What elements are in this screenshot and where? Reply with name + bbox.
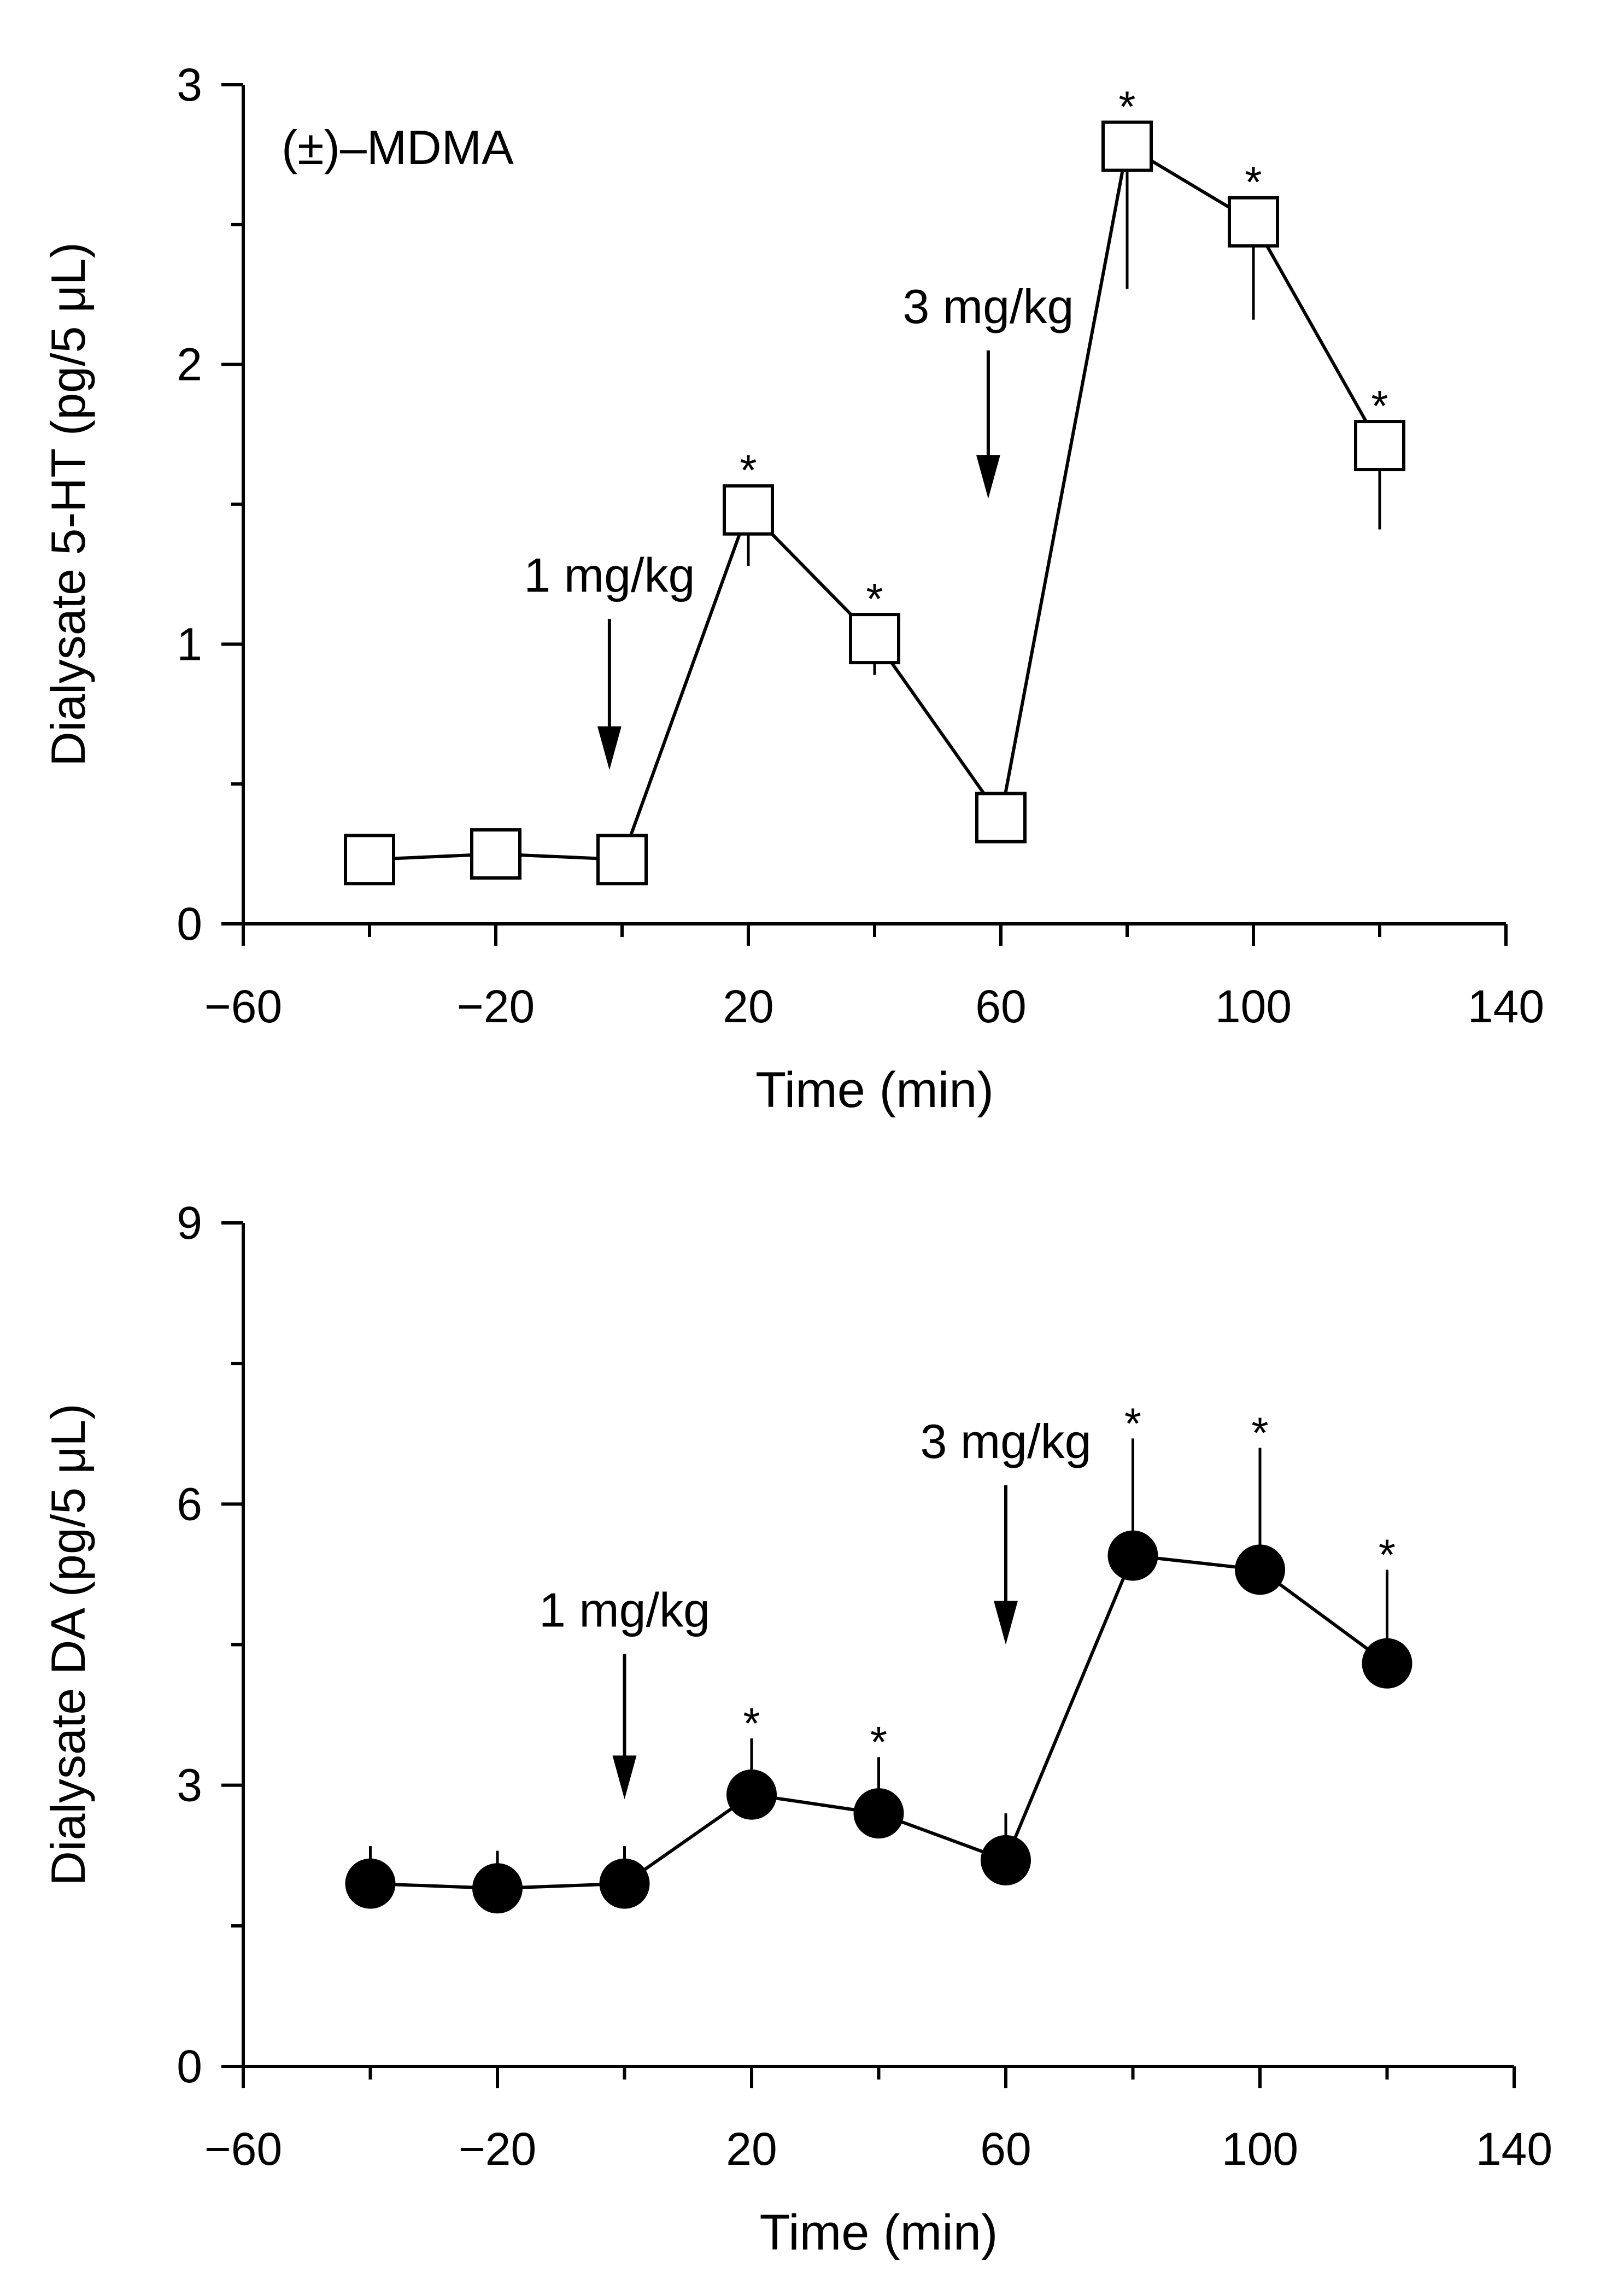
- x-tick-label: −60: [204, 2123, 283, 2175]
- dose-label: 1 mg/kg: [539, 1583, 710, 1637]
- dose-arrow-head: [976, 455, 1000, 499]
- x-axis-label: Time (min): [755, 1062, 994, 1118]
- data-point: [596, 834, 648, 886]
- significance-marker: *: [1251, 1408, 1268, 1457]
- x-tick-label: 20: [723, 981, 773, 1032]
- data-point: [723, 484, 774, 536]
- data-point: [599, 1858, 650, 1909]
- data-point: [1228, 196, 1279, 248]
- y-axis-label: Dialysate DA (pg/5 μL): [41, 1403, 95, 1885]
- y-tick-label: 2: [177, 339, 202, 390]
- data-point: [1354, 420, 1405, 472]
- significance-marker: *: [870, 1718, 887, 1766]
- dose-arrow-head: [597, 726, 622, 770]
- significance-marker: *: [1379, 1530, 1396, 1579]
- panel-5ht: 0 1 2 3 −60 −20 20 60 100 140 Time (min) Dialysate …: [41, 59, 1544, 1118]
- data-point: [472, 1863, 523, 1914]
- y-tick-label: 9: [177, 1197, 202, 1249]
- y-tick-label: 0: [177, 2041, 202, 2092]
- panel-annotation: (±)–MDMA: [282, 120, 514, 174]
- data-point: [1362, 1638, 1412, 1689]
- significance-marker: *: [1124, 1399, 1141, 1448]
- x-tick-label: 100: [1222, 2123, 1298, 2175]
- significance-marker: *: [743, 1699, 760, 1748]
- x-tick-label: 140: [1476, 2123, 1552, 2175]
- panel-da: 0 3 6 9 −60 −20 20 60 100 140 Time (min) Dialysate …: [41, 1197, 1552, 2260]
- data-point: [1101, 120, 1153, 172]
- dose-label: 3 mg/kg: [902, 279, 1074, 333]
- x-tick-label: −20: [457, 981, 535, 1032]
- data-point: [470, 828, 521, 880]
- dose-arrow-head: [612, 1755, 637, 1800]
- y-tick-label: 0: [177, 898, 202, 950]
- x-tick-label: 140: [1468, 981, 1544, 1032]
- x-tick-label: 20: [726, 2123, 777, 2175]
- y-tick-label: 3: [177, 59, 202, 110]
- x-tick-label: 60: [980, 2123, 1031, 2175]
- dose-arrow-head: [994, 1601, 1018, 1645]
- data-point: [853, 1788, 904, 1839]
- dose-label: 3 mg/kg: [920, 1414, 1091, 1468]
- data-point: [345, 1858, 396, 1909]
- data-point: [1235, 1544, 1285, 1595]
- x-axis-label: Time (min): [759, 2205, 998, 2260]
- data-point: [975, 792, 1027, 844]
- x-tick-label: −60: [204, 981, 283, 1032]
- y-tick-label: 6: [177, 1478, 202, 1530]
- x-tick-label: −20: [459, 2123, 537, 2175]
- x-tick-label: 100: [1215, 981, 1292, 1032]
- series-line: [369, 143, 1381, 862]
- data-point: [726, 1769, 777, 1820]
- data-point: [981, 1835, 1031, 1885]
- y-tick-label: 3: [177, 1760, 202, 1811]
- data-point: [344, 834, 395, 886]
- y-tick-label: 1: [177, 618, 202, 670]
- x-tick-label: 60: [975, 981, 1026, 1032]
- data-point: [849, 613, 900, 665]
- data-point: [1107, 1530, 1158, 1581]
- dose-label: 1 mg/kg: [524, 548, 695, 602]
- y-axis-label: Dialysate 5-HT (pg/5 μL): [41, 242, 95, 766]
